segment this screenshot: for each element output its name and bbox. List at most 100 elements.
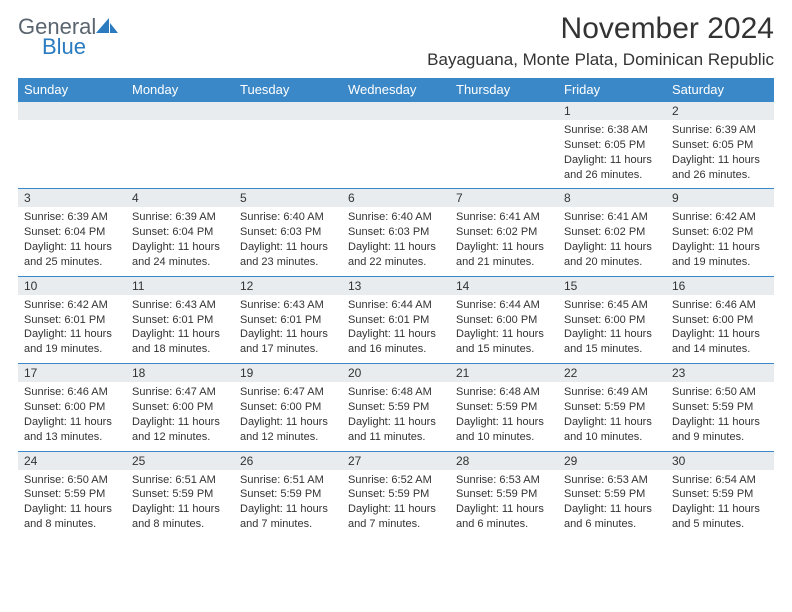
day-number-cell: 1 bbox=[558, 102, 666, 121]
weekday-header: Thursday bbox=[450, 78, 558, 102]
day-content-row: Sunrise: 6:50 AM Sunset: 5:59 PM Daylight:… bbox=[18, 470, 774, 538]
day-content-line: Daylight: 11 hours bbox=[240, 327, 336, 342]
day-content-line: and 20 minutes. bbox=[564, 255, 660, 270]
day-content-line: Sunrise: 6:40 AM bbox=[240, 210, 336, 225]
calendar-page: GeneralBlue November 2024 Bayaguana, Mon… bbox=[0, 0, 792, 538]
day-content-line: Sunrise: 6:46 AM bbox=[672, 298, 768, 313]
weekday-header: Tuesday bbox=[234, 78, 342, 102]
day-content-line: and 6 minutes. bbox=[564, 517, 660, 532]
calendar-body: 12Sunrise: 6:38 AMSunset: 6:05 PMDayligh… bbox=[18, 102, 774, 538]
day-content-line: Sunrise: 6:51 AM bbox=[132, 473, 228, 488]
day-content-line: and 24 minutes. bbox=[132, 255, 228, 270]
day-content-line: Sunrise: 6:47 AM bbox=[240, 385, 336, 400]
day-content-line: Daylight: 11 hours bbox=[672, 415, 768, 430]
day-content-line: and 23 minutes. bbox=[240, 255, 336, 270]
day-content-line: Sunrise: 6:49 AM bbox=[564, 385, 660, 400]
day-number-cell bbox=[18, 102, 126, 121]
day-content-line: Sunrise: 6:51 AM bbox=[240, 473, 336, 488]
day-number-cell: 18 bbox=[126, 364, 234, 383]
page-header: GeneralBlue November 2024 Bayaguana, Mon… bbox=[18, 12, 774, 70]
day-content-line: Sunrise: 6:41 AM bbox=[564, 210, 660, 225]
day-content-line: Daylight: 11 hours bbox=[240, 240, 336, 255]
day-content-line: Daylight: 11 hours bbox=[24, 327, 120, 342]
day-content-line: Daylight: 11 hours bbox=[564, 502, 660, 517]
title-block: November 2024 Bayaguana, Monte Plata, Do… bbox=[427, 12, 774, 70]
day-content-line: Daylight: 11 hours bbox=[672, 153, 768, 168]
day-number-cell: 9 bbox=[666, 189, 774, 208]
day-content-line: Sunrise: 6:50 AM bbox=[24, 473, 120, 488]
day-content-line: Sunset: 5:59 PM bbox=[456, 400, 552, 415]
day-content-cell: Sunrise: 6:40 AMSunset: 6:03 PMDaylight:… bbox=[342, 207, 450, 276]
day-number-cell: 2 bbox=[666, 102, 774, 121]
day-number-cell: 15 bbox=[558, 276, 666, 295]
day-number-cell bbox=[450, 102, 558, 121]
brand-logo: GeneralBlue bbox=[18, 12, 138, 58]
day-content-line: Sunset: 6:01 PM bbox=[240, 313, 336, 328]
day-number-cell: 6 bbox=[342, 189, 450, 208]
day-number-cell: 12 bbox=[234, 276, 342, 295]
day-content-line: Sunset: 6:00 PM bbox=[240, 400, 336, 415]
day-content-line: and 21 minutes. bbox=[456, 255, 552, 270]
day-content-cell: Sunrise: 6:46 AMSunset: 6:00 PMDaylight:… bbox=[666, 295, 774, 364]
day-content-line: Sunset: 5:59 PM bbox=[348, 487, 444, 502]
day-content-line: and 18 minutes. bbox=[132, 342, 228, 357]
day-content-line: Daylight: 11 hours bbox=[348, 240, 444, 255]
day-number-cell: 29 bbox=[558, 451, 666, 470]
day-content-cell: Sunrise: 6:50 AMSunset: 5:59 PMDaylight:… bbox=[18, 470, 126, 538]
day-content-line: Sunrise: 6:46 AM bbox=[24, 385, 120, 400]
day-content-line: Daylight: 11 hours bbox=[564, 240, 660, 255]
day-content-line: Sunrise: 6:48 AM bbox=[456, 385, 552, 400]
day-number-cell: 7 bbox=[450, 189, 558, 208]
day-content-row: Sunrise: 6:46 AMSunset: 6:00 PMDaylight:… bbox=[18, 382, 774, 451]
day-number-cell: 27 bbox=[342, 451, 450, 470]
day-number-cell bbox=[234, 102, 342, 121]
day-content-cell: Sunrise: 6:46 AMSunset: 6:00 PMDaylight:… bbox=[18, 382, 126, 451]
day-content-line: and 12 minutes. bbox=[240, 430, 336, 445]
day-content-line: Sunset: 5:59 PM bbox=[672, 400, 768, 415]
day-content-line: Sunrise: 6:52 AM bbox=[348, 473, 444, 488]
day-content-line: and 12 minutes. bbox=[132, 430, 228, 445]
day-content-line: Daylight: 11 hours bbox=[672, 502, 768, 517]
day-content-line: Daylight: 11 hours bbox=[456, 240, 552, 255]
day-content-line: and 8 minutes. bbox=[132, 517, 228, 532]
day-content-line: Sunrise: 6:43 AM bbox=[240, 298, 336, 313]
day-content-line: and 15 minutes. bbox=[564, 342, 660, 357]
day-content-line: and 9 minutes. bbox=[672, 430, 768, 445]
day-content-line: Sunrise: 6:47 AM bbox=[132, 385, 228, 400]
day-number-cell: 8 bbox=[558, 189, 666, 208]
day-content-line: Sunset: 6:04 PM bbox=[132, 225, 228, 240]
day-content-line: Sunrise: 6:39 AM bbox=[672, 123, 768, 138]
day-content-cell bbox=[18, 120, 126, 189]
day-content-line: Sunset: 6:02 PM bbox=[672, 225, 768, 240]
day-number-cell: 11 bbox=[126, 276, 234, 295]
day-number-cell: 23 bbox=[666, 364, 774, 383]
day-number-cell: 14 bbox=[450, 276, 558, 295]
weekday-header: Sunday bbox=[18, 78, 126, 102]
day-content-cell: Sunrise: 6:39 AMSunset: 6:04 PMDaylight:… bbox=[18, 207, 126, 276]
day-number-cell: 10 bbox=[18, 276, 126, 295]
day-content-line: Daylight: 11 hours bbox=[564, 153, 660, 168]
day-content-line: and 22 minutes. bbox=[348, 255, 444, 270]
day-content-cell: Sunrise: 6:44 AMSunset: 6:01 PMDaylight:… bbox=[342, 295, 450, 364]
day-content-line: Sunset: 6:00 PM bbox=[132, 400, 228, 415]
day-number-row: 12 bbox=[18, 102, 774, 121]
day-content-line: and 5 minutes. bbox=[672, 517, 768, 532]
day-content-cell: Sunrise: 6:41 AMSunset: 6:02 PMDaylight:… bbox=[558, 207, 666, 276]
day-content-line: and 26 minutes. bbox=[672, 168, 768, 183]
day-content-line: Sunrise: 6:50 AM bbox=[672, 385, 768, 400]
weekday-header: Friday bbox=[558, 78, 666, 102]
day-content-line: Daylight: 11 hours bbox=[132, 415, 228, 430]
day-content-line: Sunset: 6:03 PM bbox=[348, 225, 444, 240]
day-number-cell: 21 bbox=[450, 364, 558, 383]
day-number-cell: 4 bbox=[126, 189, 234, 208]
day-content-cell: Sunrise: 6:44 AMSunset: 6:00 PMDaylight:… bbox=[450, 295, 558, 364]
month-title: November 2024 bbox=[427, 12, 774, 46]
day-content-cell: Sunrise: 6:38 AMSunset: 6:05 PMDaylight:… bbox=[558, 120, 666, 189]
day-content-line: Sunset: 6:01 PM bbox=[24, 313, 120, 328]
day-content-line: and 19 minutes. bbox=[24, 342, 120, 357]
day-content-line: Sunrise: 6:53 AM bbox=[564, 473, 660, 488]
day-content-cell: Sunrise: 6:53 AMSunset: 5:59 PMDaylight:… bbox=[558, 470, 666, 538]
day-content-cell: Sunrise: 6:39 AMSunset: 6:04 PMDaylight:… bbox=[126, 207, 234, 276]
day-content-line: Sunset: 6:00 PM bbox=[672, 313, 768, 328]
day-content-cell: Sunrise: 6:42 AMSunset: 6:01 PMDaylight:… bbox=[18, 295, 126, 364]
